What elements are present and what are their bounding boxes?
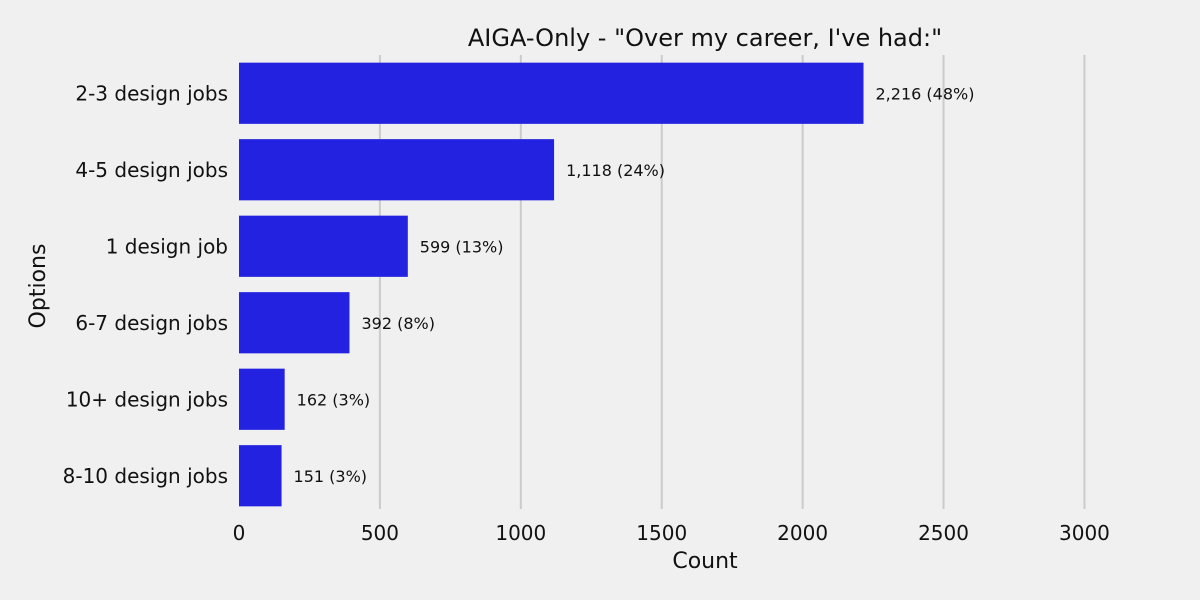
category-label: 1 design job [106,234,228,258]
bar [239,368,285,430]
bar-data-label: 392 (8%) [361,314,435,333]
bar [239,292,350,354]
y-axis-title: Options [26,244,51,329]
bar [239,139,555,201]
bar-data-label: 2,216 (48%) [876,84,975,103]
bar [239,62,864,124]
bars [239,62,864,507]
bar-data-label: 151 (3%) [294,467,368,486]
x-tick-label: 3000 [1059,521,1110,545]
category-labels: 2-3 design jobs 4-5 design jobs 1 design j… [63,81,228,488]
x-tick-label: 500 [361,521,399,545]
category-label: 2-3 design jobs [75,81,228,105]
bar-data-label: 162 (3%) [297,390,371,409]
category-label: 6-7 design jobs [75,311,228,335]
bar-data-label: 599 (13%) [420,237,504,256]
x-axis-title: Count [672,549,738,574]
gridlines [378,55,1086,509]
x-tick-label: 1500 [636,521,687,545]
category-label: 8-10 design jobs [63,464,228,488]
data-labels: 2,216 (48%) 1,118 (24%) 599 (13%) 392 (8%) 1… [294,84,975,486]
bar [239,215,408,277]
category-label: 4-5 design jobs [75,158,228,182]
x-tick-label: 2500 [918,521,969,545]
chart-title: AIGA-Only - "Over my career, I've had:" [468,24,942,52]
bar-data-label: 1,118 (24%) [566,161,665,180]
x-tick-label: 0 [233,521,246,545]
x-tick-labels: 0 500 1000 1500 2000 2500 3000 [233,521,1110,545]
x-tick-label: 1000 [495,521,546,545]
bar [239,445,282,507]
category-label: 10+ design jobs [66,387,228,411]
x-tick-label: 2000 [777,521,828,545]
